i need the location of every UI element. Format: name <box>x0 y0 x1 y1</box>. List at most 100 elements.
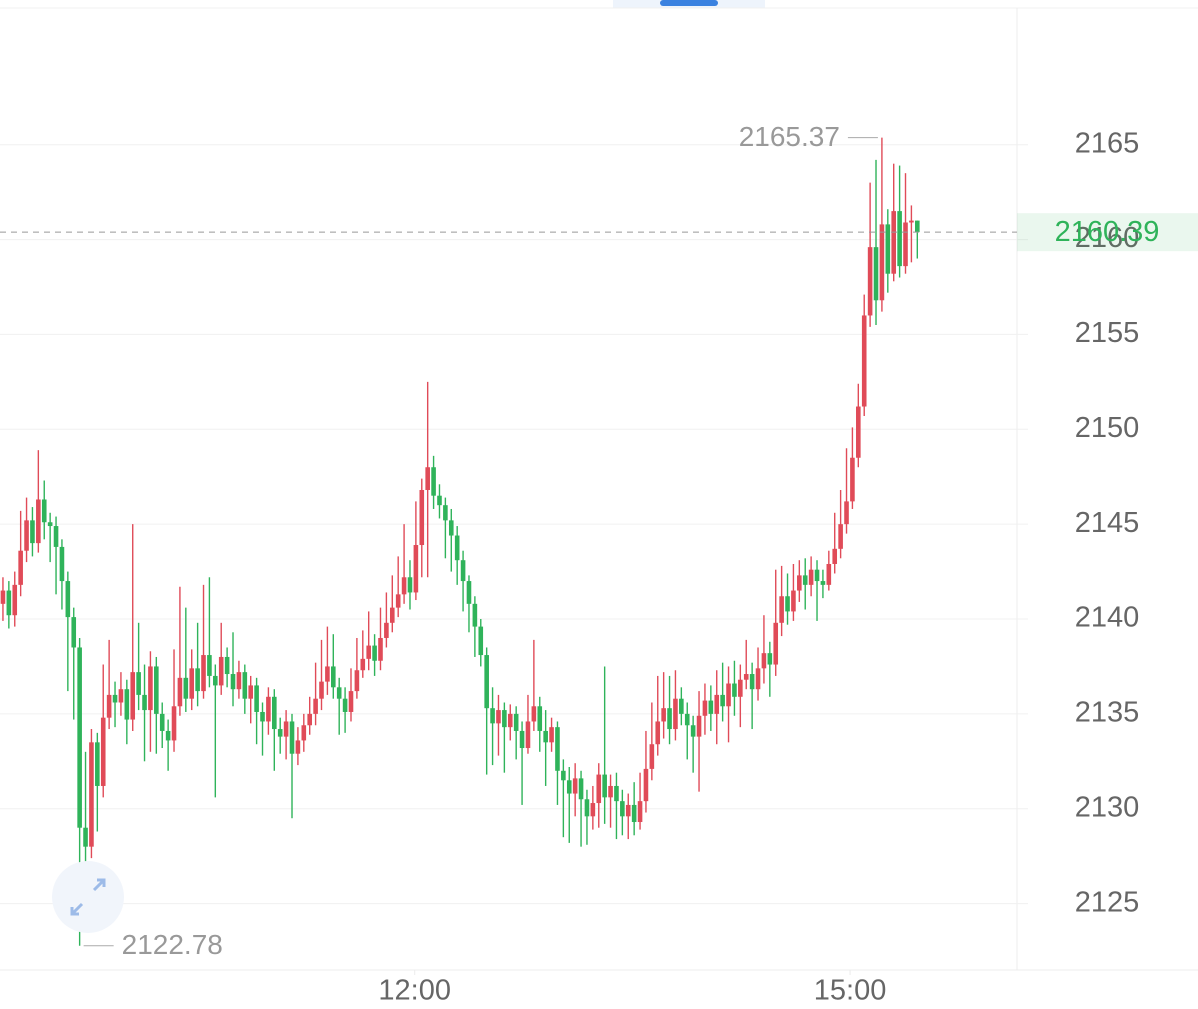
candle-body <box>6 590 12 616</box>
candle-body <box>100 717 106 786</box>
candle-body <box>555 727 560 771</box>
candle-body <box>513 713 519 731</box>
candle-body <box>566 780 572 794</box>
candle-body <box>850 457 855 502</box>
candle-body <box>348 691 354 712</box>
candle-body <box>41 499 47 523</box>
candle-body <box>502 710 507 728</box>
candle-body <box>867 247 873 316</box>
candle-body <box>266 696 271 722</box>
candle-body <box>272 696 277 730</box>
candle-body <box>732 683 737 697</box>
candle-body <box>130 672 136 720</box>
candle-body <box>230 674 236 690</box>
candle-body <box>384 622 389 638</box>
candle-body <box>142 694 147 711</box>
candle-body <box>136 672 141 695</box>
candle-body <box>844 501 849 525</box>
candle-body <box>655 721 661 745</box>
candle-body <box>690 725 696 737</box>
candle-body <box>413 545 419 593</box>
candle-body <box>773 622 779 665</box>
candle-body <box>909 220 914 223</box>
candle-body <box>466 581 472 604</box>
candle-body <box>207 655 212 676</box>
candle-body <box>679 698 684 714</box>
candle-body <box>478 626 484 656</box>
candle-body <box>490 708 495 724</box>
candle-body <box>720 694 725 707</box>
candle-body <box>714 694 720 714</box>
y-tick-label: 2140 <box>1075 602 1140 634</box>
candle-body <box>897 211 902 267</box>
candle-body <box>749 674 755 690</box>
candle-body <box>53 526 59 547</box>
candle-body <box>673 698 678 730</box>
candle-body <box>148 666 153 711</box>
candle-body <box>254 685 259 712</box>
candle-body <box>620 801 625 817</box>
candle-body <box>525 721 531 749</box>
candle-body <box>65 581 71 618</box>
candle-body <box>779 596 784 623</box>
candle-body <box>797 575 802 591</box>
candle-body <box>519 730 525 749</box>
candle-body <box>342 698 348 712</box>
candle-body <box>767 653 773 665</box>
candle-body <box>891 211 897 274</box>
candle-body <box>165 730 171 741</box>
candle-body <box>637 801 643 823</box>
candle-body <box>614 785 619 802</box>
candle-body <box>578 778 584 800</box>
candle-body <box>808 569 814 585</box>
candle-body <box>47 522 53 527</box>
candle-body <box>507 713 513 728</box>
last-price-tag <box>1017 213 1198 252</box>
candle-body <box>201 655 206 692</box>
y-tick-label: 2165 <box>1075 127 1140 159</box>
candle-body <box>319 681 324 699</box>
y-tick-label: 2155 <box>1075 317 1140 349</box>
candle-body <box>224 656 230 675</box>
candle-body <box>879 224 885 301</box>
candle-body <box>649 744 655 769</box>
candle-body <box>159 713 165 731</box>
candle-body <box>454 535 460 561</box>
candle-body <box>236 672 242 690</box>
expand-button[interactable] <box>52 861 124 933</box>
max-label: 2165.37 <box>739 121 840 152</box>
candle-body <box>832 548 838 564</box>
candle-body <box>301 725 307 741</box>
candle-body <box>260 711 265 722</box>
candle-body <box>307 713 313 726</box>
candle-body <box>743 674 749 680</box>
candle-body <box>496 710 501 724</box>
candle-body <box>702 700 708 716</box>
candle-body <box>761 653 767 669</box>
candle-body <box>407 577 413 593</box>
candle-body <box>643 768 649 802</box>
candle-body <box>195 668 200 692</box>
candle-body <box>89 742 94 847</box>
x-tick-label: 12:00 <box>378 975 451 1007</box>
candle-body <box>283 721 289 737</box>
candle-body <box>378 637 383 661</box>
candle-body <box>537 706 543 731</box>
candle-body <box>484 655 489 709</box>
candle-body <box>460 560 466 582</box>
candle-body <box>596 774 602 804</box>
candle-body <box>814 569 820 582</box>
candle-body <box>171 706 177 741</box>
y-tick-label: 2145 <box>1075 507 1140 539</box>
candle-body <box>856 406 861 458</box>
candle-body <box>395 594 401 608</box>
candles <box>0 137 920 946</box>
candle-body <box>838 524 843 549</box>
y-tick-label: 2125 <box>1075 886 1140 918</box>
candle-body <box>177 677 183 707</box>
top-tab-indicator <box>660 0 718 6</box>
candle-body <box>0 590 6 604</box>
y-tick-label: 2160 <box>1075 222 1140 254</box>
candle-body <box>213 675 218 686</box>
